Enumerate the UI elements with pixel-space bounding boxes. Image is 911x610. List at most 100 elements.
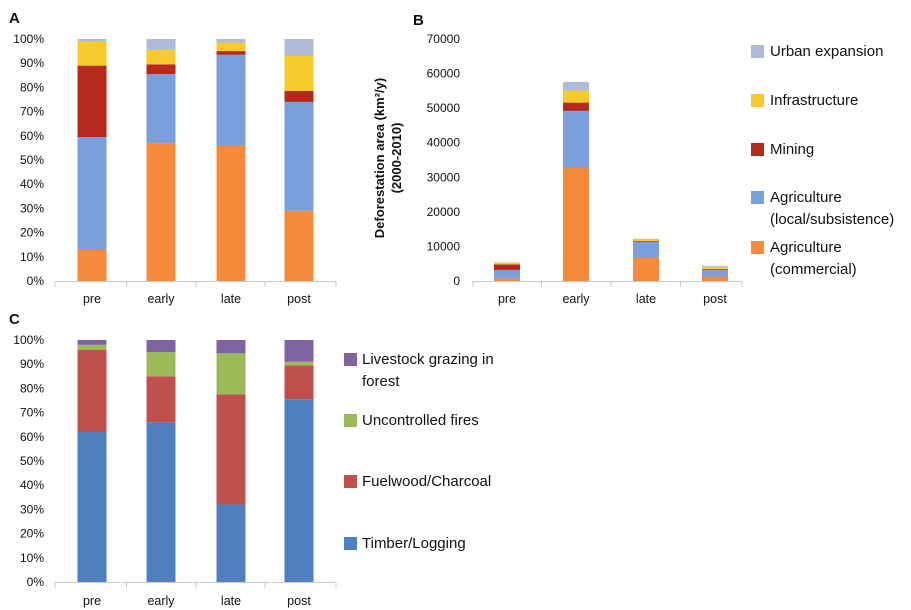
chart-a-bar-late-ag_local	[216, 54, 246, 146]
chart-b-legend-label-ag_local: (local/subsistence)	[770, 211, 894, 228]
chart-b-legend-label-ag_comm: (commercial)	[770, 261, 857, 278]
chart-c-legend-swatch-livestock	[344, 353, 357, 366]
chart-a-ytick: 60%	[20, 129, 44, 143]
chart-b-legend-label-infra: Infrastructure	[770, 92, 858, 109]
chart-c-bar-pre-fuel	[77, 349, 107, 432]
chart-b-bar-post-infra	[702, 266, 728, 269]
chart-a-bar-early-ag_comm	[146, 143, 176, 281]
chart-b-bar-pre-ag_comm	[494, 278, 520, 281]
chart-c-ytick: 30%	[20, 502, 44, 516]
chart-c-legend-label-livestock: forest	[362, 373, 400, 390]
chart-b-bar-late-mining	[633, 240, 659, 242]
chart-a-ytick: 10%	[20, 250, 44, 264]
chart-b-bar-post-mining	[702, 268, 728, 270]
chart-b-ytick: 0	[453, 274, 460, 288]
chart-c-bar-pre-timber	[77, 431, 107, 582]
chart-b-legend-label-urban: Urban expansion	[770, 43, 883, 60]
chart-c-bar-early-fires	[146, 352, 176, 377]
chart-c-bar-post-timber	[284, 399, 314, 582]
chart-a: 0% 10% 20% 30% 40% 50% 60% 70% 80% 90% 100% pre earl…	[13, 32, 337, 306]
chart-b-ytick: 20000	[427, 205, 461, 219]
chart-a-bar-post-mining	[284, 91, 314, 102]
chart-c-legend-label-timber: Timber/Logging	[362, 535, 466, 552]
chart-b-bar-early-ag_comm	[563, 167, 589, 281]
chart-a-ytick: 70%	[20, 105, 44, 119]
chart-c-bar-late-livestock	[216, 340, 246, 354]
chart-c-ytick: 90%	[20, 357, 44, 371]
chart-b-ytick: 50000	[427, 101, 461, 115]
chart-a-bar-late-infra	[216, 42, 246, 52]
chart-b-bar-late-ag_local	[633, 241, 659, 258]
chart-b-bar-early-urban	[563, 81, 589, 91]
chart-a-bar-post-ag_comm	[284, 210, 314, 281]
chart-b-bar-early-mining	[563, 102, 589, 111]
panel-b-letter: B	[413, 12, 424, 29]
chart-a-ytick: 80%	[20, 80, 44, 94]
chart-b-legend-swatch-ag_local	[751, 191, 764, 204]
chart-c-bar-pre-livestock	[77, 340, 107, 345]
chart-c-ytick: 100%	[13, 333, 44, 347]
chart-b-legend-swatch-infra	[751, 94, 764, 107]
chart-a-bar-late-ag_comm	[216, 145, 246, 281]
chart-c-ytick: 60%	[20, 430, 44, 444]
chart-b-legend-swatch-urban	[751, 45, 764, 58]
chart-a-ytick: 40%	[20, 177, 44, 191]
chart-c-bar-early-livestock	[146, 340, 176, 353]
chart-b-y-axis-label: Deforestation area (km²/y) (2000-2010)	[372, 78, 404, 238]
chart-c-bar-post-livestock	[284, 340, 314, 362]
chart-b-ytick: 70000	[427, 32, 461, 46]
chart-c-legend-label-fuel: Fuelwood/Charcoal	[362, 473, 491, 490]
chart-b-legend-label-ag_local: Agriculture	[770, 189, 842, 206]
chart-a-ytick: 30%	[20, 201, 44, 215]
chart-a-bar-early-mining	[146, 64, 176, 75]
chart-b-category-label: post	[703, 292, 727, 306]
chart-b-bar-pre-ag_local	[494, 269, 520, 279]
chart-a-bar-early-urban	[146, 39, 176, 50]
chart-a-bar-post-ag_local	[284, 101, 314, 211]
chart-c-ytick: 20%	[20, 527, 44, 541]
chart-c-category-label: post	[287, 594, 311, 608]
chart-b: 0 10000 20000 30000 40000 50000 60000 70000 pre e…	[372, 32, 894, 306]
chart-c-ytick: 0%	[27, 575, 45, 589]
chart-c-ytick: 10%	[20, 551, 44, 565]
chart-a-ytick: 90%	[20, 56, 44, 70]
chart-b-category-label: late	[636, 292, 656, 306]
chart-c: 0% 10% 20% 30% 40% 50% 60% 70% 80% 90% 100% pre earl…	[13, 333, 493, 608]
chart-b-legend-swatch-mining	[751, 143, 764, 156]
chart-a-bar-pre-ag_comm	[77, 249, 107, 281]
chart-b-bar-late-ag_comm	[633, 257, 659, 281]
chart-b-ytick: 40000	[427, 136, 461, 150]
chart-a-bar-early-infra	[146, 49, 176, 65]
chart-a-category-label: late	[221, 292, 241, 306]
chart-c-bar-early-fuel	[146, 376, 176, 423]
chart-b-category-label: early	[562, 292, 590, 306]
chart-c-ytick: 50%	[20, 454, 44, 468]
chart-a-ytick: 50%	[20, 153, 44, 167]
chart-b-bar-post-urban	[702, 265, 728, 267]
chart-a-bar-late-urban	[216, 39, 246, 43]
chart-a-bar-post-infra	[284, 55, 314, 92]
chart-a-ytick: 0%	[27, 274, 45, 288]
chart-b-bar-post-ag_local	[702, 269, 728, 277]
chart-c-ytick: 80%	[20, 381, 44, 395]
chart-a-bar-pre-infra	[77, 41, 107, 66]
chart-c-bar-pre-fires	[77, 344, 107, 350]
chart-b-bar-early-infra	[563, 90, 589, 103]
chart-c-legend-swatch-fires	[344, 414, 357, 427]
chart-c-bar-late-timber	[216, 504, 246, 582]
chart-b-bar-early-ag_local	[563, 110, 589, 168]
chart-c-bar-post-fuel	[284, 365, 314, 400]
chart-b-legend-label-ag_comm: Agriculture	[770, 239, 842, 256]
chart-a-bar-pre-ag_local	[77, 137, 107, 250]
chart-a-category-label: pre	[83, 292, 101, 306]
chart-c-category-label: late	[221, 594, 241, 608]
chart-b-category-label: pre	[498, 292, 516, 306]
chart-c-bar-early-timber	[146, 422, 176, 582]
chart-c-category-label: early	[147, 594, 175, 608]
panel-c-letter: C	[9, 311, 20, 328]
chart-b-legend-swatch-ag_comm	[751, 241, 764, 254]
chart-a-bar-early-ag_local	[146, 74, 176, 144]
chart-a-ytick: 100%	[13, 32, 44, 46]
chart-c-legend-swatch-timber	[344, 537, 357, 550]
